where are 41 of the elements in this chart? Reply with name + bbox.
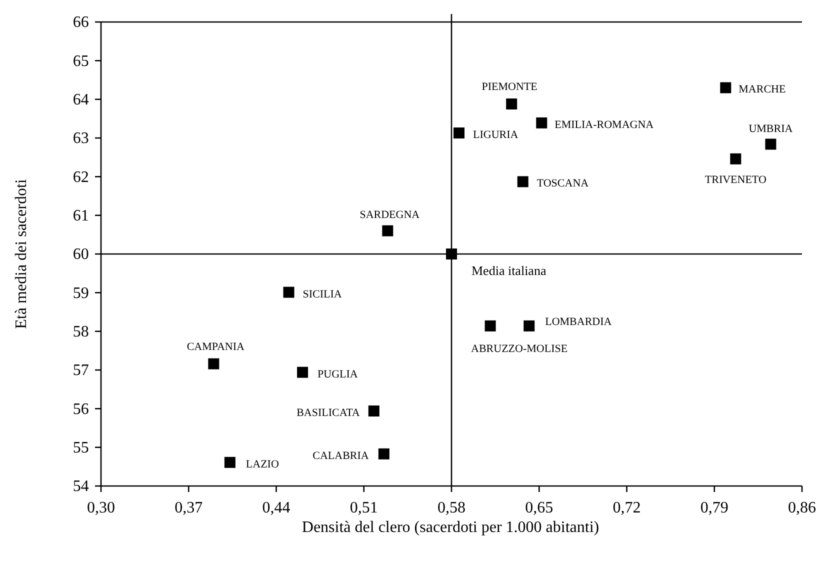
annotation: SICILIA [302,288,342,300]
y-tick-label: 61 [72,207,89,224]
annotation: SARDEGNA [360,208,420,221]
x-tick-label: 0,44 [262,500,290,517]
y-tick-label: 55 [72,439,89,456]
annotation: PUGLIA [318,368,358,380]
annotation: ABRUZZO-MOLISE [471,342,568,355]
y-tick-label: 57 [72,362,89,380]
y-tick-label: 66 [72,14,89,32]
x-tick-label: 0,51 [350,500,378,517]
y-tick-label: 59 [72,284,89,302]
x-tick-label: 0,37 [174,500,203,517]
annotation: EMILIA-ROMAGNA [554,118,654,131]
annotation: BASILICATA [296,406,360,419]
annotation: PIEMONTE [482,80,538,93]
y-axis-title: Età media dei sacerdoti [13,178,30,329]
x-tick-label: 0,72 [612,500,641,517]
x-tick-label: 0,30 [87,500,115,517]
annotation: LIGURIA [473,128,518,141]
annotation: UMBRIA [748,123,793,136]
annotation: MARCHE [738,84,786,96]
y-tick-label: 58 [72,323,89,340]
annotation: TOSCANA [536,178,589,190]
annotation: CAMPANIA [186,340,245,353]
x-tick-label: 0,65 [525,500,554,517]
annotation: CALABRIA [312,450,369,462]
annotation: LAZIO [246,458,279,470]
y-tick-label: 54 [72,478,89,496]
annotation: Media italiana [472,263,546,278]
y-tick-label: 56 [72,400,89,418]
x-tick-label: 0,58 [438,500,466,517]
x-tick-label: 0,86 [788,500,816,517]
annotation: LOMBARDIA [545,316,612,328]
y-tick-label: 63 [72,130,89,148]
x-tick-label: 0,79 [700,500,728,517]
y-tick-label: 60 [72,246,89,264]
x-axis-title: Densità del clero (sacerdoti per 1.000 abitanti) [302,519,600,536]
y-tick-label: 62 [72,168,89,186]
annotation: TRIVENETO [704,174,766,186]
y-tick-label: 64 [72,91,89,108]
y-tick-label: 65 [72,52,89,70]
